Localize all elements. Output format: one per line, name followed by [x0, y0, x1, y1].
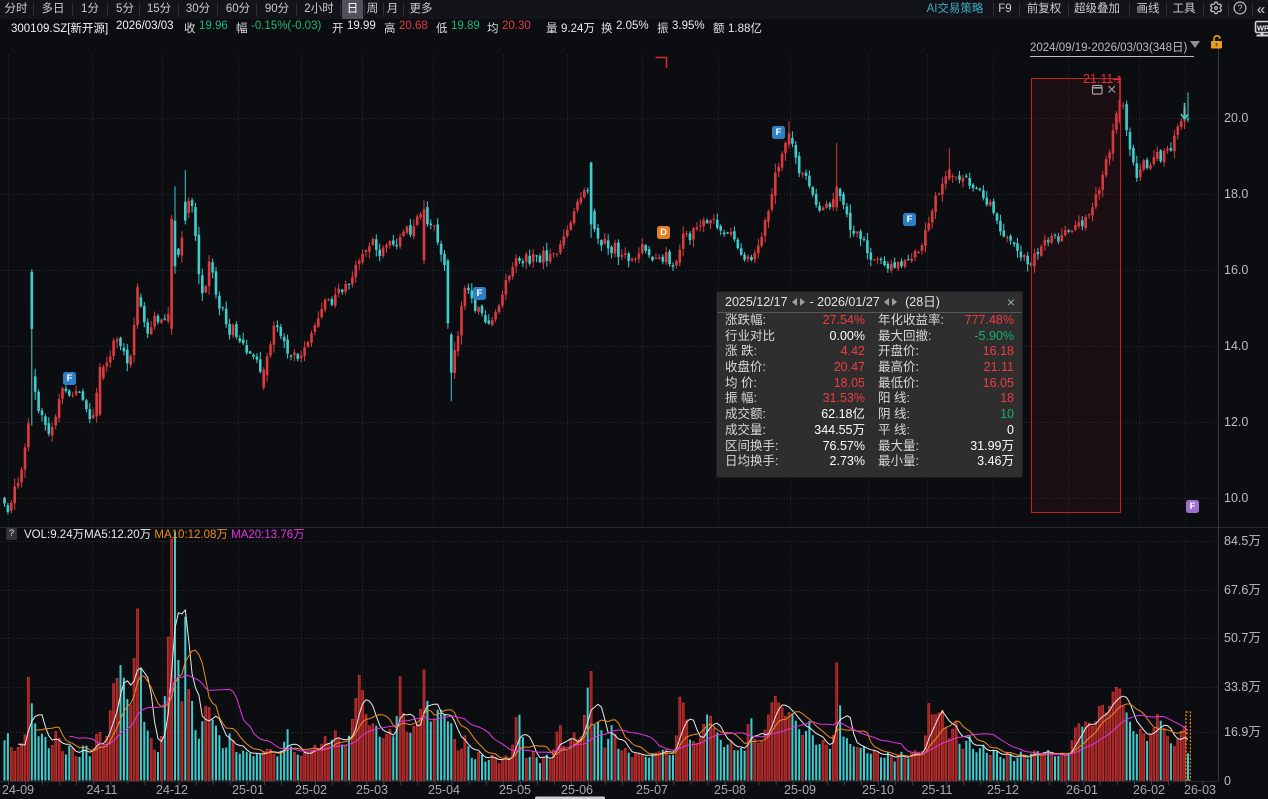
svg-text:21.11: 21.11 [1083, 72, 1113, 86]
svg-text:24-09: 24-09 [2, 783, 34, 797]
svg-text:25-05: 25-05 [499, 783, 531, 797]
svg-text:25-12: 25-12 [987, 783, 1019, 797]
svg-text:12.0: 12.0 [1224, 415, 1248, 429]
svg-text:14.0: 14.0 [1224, 339, 1248, 353]
svg-text:25-07: 25-07 [636, 783, 668, 797]
svg-text:26-03: 26-03 [1184, 783, 1216, 797]
svg-text:26-01: 26-01 [1066, 783, 1098, 797]
svg-text:18.0: 18.0 [1224, 187, 1248, 201]
svg-text:24-11: 24-11 [86, 783, 117, 797]
svg-text:25-04: 25-04 [428, 783, 460, 797]
svg-text:16.9万: 16.9万 [1224, 725, 1261, 739]
svg-text:25-01: 25-01 [232, 783, 264, 797]
svg-text:50.7万: 50.7万 [1224, 631, 1261, 645]
svg-text:16.0: 16.0 [1224, 263, 1248, 277]
svg-text:84.5万: 84.5万 [1224, 534, 1261, 548]
svg-text:33.8万: 33.8万 [1224, 680, 1261, 694]
svg-text:10.0: 10.0 [1224, 491, 1248, 505]
svg-text:0: 0 [1224, 774, 1231, 788]
svg-text:26-02: 26-02 [1133, 783, 1165, 797]
svg-text:25-02: 25-02 [295, 783, 327, 797]
svg-text:25-10: 25-10 [862, 783, 894, 797]
svg-text:25-09: 25-09 [784, 783, 816, 797]
svg-text:20.0: 20.0 [1224, 111, 1248, 125]
svg-text:25-06: 25-06 [561, 783, 593, 797]
svg-text:67.6万: 67.6万 [1224, 583, 1261, 597]
svg-text:24-12: 24-12 [156, 783, 188, 797]
svg-text:25-03: 25-03 [356, 783, 388, 797]
svg-text:WP: WP [1257, 24, 1268, 33]
svg-text:?: ? [1237, 3, 1242, 13]
svg-text:25-08: 25-08 [714, 783, 746, 797]
svg-text:25-11: 25-11 [921, 783, 952, 797]
